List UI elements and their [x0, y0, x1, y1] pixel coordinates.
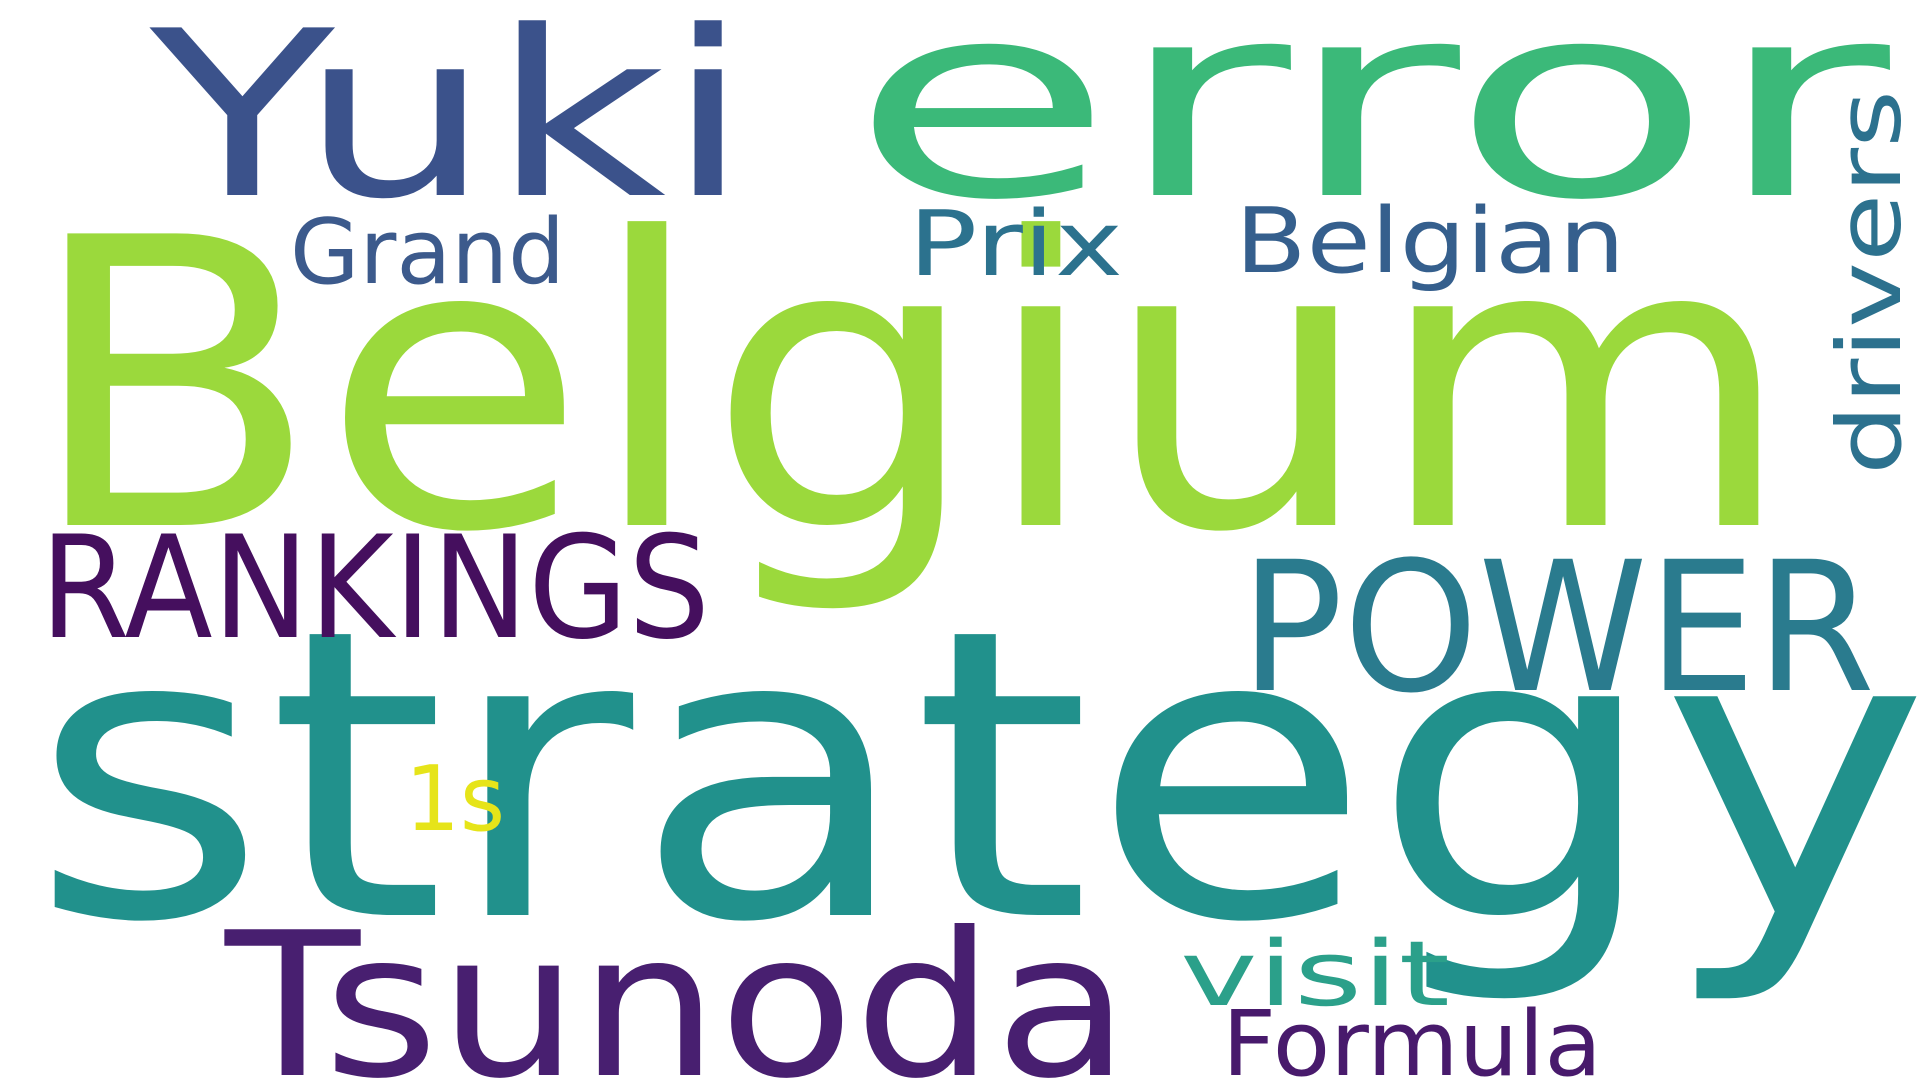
word-tsunoda: Tsunoda: [224, 890, 1130, 1080]
word-strategy: strategy: [30, 545, 1920, 1010]
word-power: POWER: [1240, 524, 1875, 733]
word-visit: visit: [1180, 922, 1450, 1027]
word-1s: 1s: [405, 747, 505, 852]
word-belgium: Belgium: [25, 155, 1795, 620]
word-drivers: drivers: [1818, 90, 1920, 475]
word-error: error: [850, 0, 1895, 259]
word-yuki: Yuki: [149, 0, 750, 250]
word-formula: Formula: [1222, 992, 1602, 1080]
word-grand: Grand: [290, 200, 565, 305]
word-rankings: RANKINGS: [40, 506, 710, 671]
word-prix: Prix: [908, 192, 1123, 297]
word-belgian: Belgian: [1235, 189, 1625, 294]
